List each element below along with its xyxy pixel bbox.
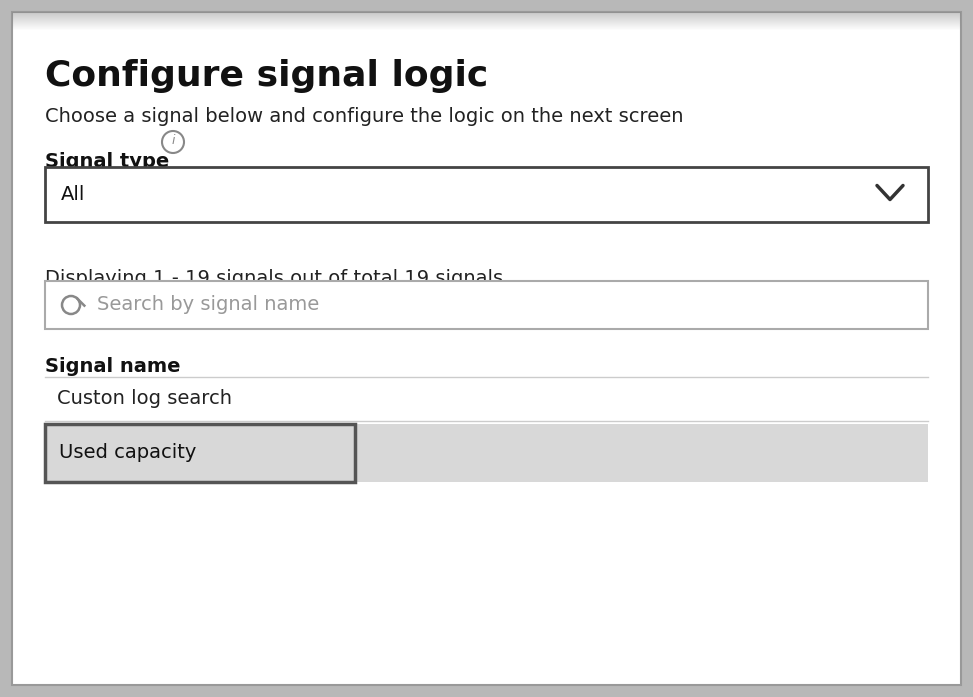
Bar: [45, 379, 928, 419]
Text: Displaying 1 - 19 signals out of total 19 signals: Displaying 1 - 19 signals out of total 1…: [45, 269, 503, 288]
Bar: [12, 26, 961, 27]
Text: Configure signal logic: Configure signal logic: [45, 59, 488, 93]
Bar: [12, 15, 961, 16]
Text: i: i: [171, 135, 175, 148]
Bar: [12, 18, 961, 19]
Text: Search by signal name: Search by signal name: [97, 296, 319, 314]
Text: Signal name: Signal name: [45, 357, 181, 376]
Text: Signal type: Signal type: [45, 152, 169, 171]
Bar: [12, 17, 961, 18]
Text: Custon log search: Custon log search: [57, 390, 232, 408]
FancyBboxPatch shape: [45, 424, 355, 482]
Text: Used capacity: Used capacity: [59, 443, 197, 463]
Bar: [12, 23, 961, 24]
Bar: [12, 19, 961, 20]
Text: Choose a signal below and configure the logic on the next screen: Choose a signal below and configure the …: [45, 107, 683, 126]
Bar: [12, 29, 961, 30]
Bar: [12, 27, 961, 28]
Bar: [45, 167, 928, 222]
Bar: [12, 28, 961, 29]
Bar: [12, 25, 961, 26]
Bar: [45, 281, 928, 329]
Bar: [12, 24, 961, 25]
Text: All: All: [61, 185, 86, 204]
Bar: [12, 12, 961, 13]
Bar: [45, 424, 928, 482]
Bar: [12, 20, 961, 21]
Bar: [12, 16, 961, 17]
Bar: [12, 22, 961, 23]
Bar: [12, 13, 961, 14]
Bar: [12, 21, 961, 22]
Bar: [12, 14, 961, 15]
